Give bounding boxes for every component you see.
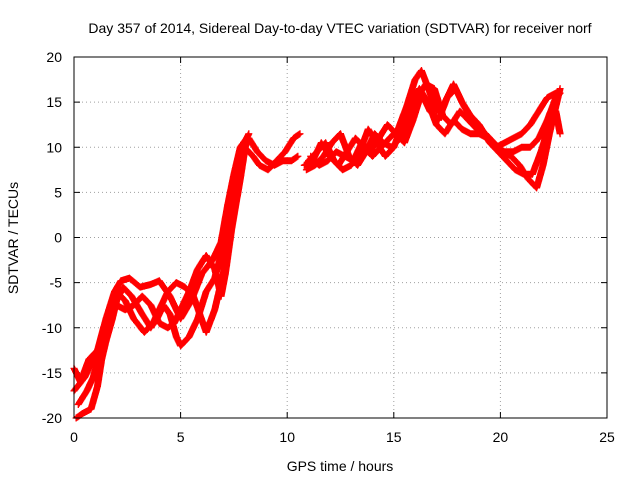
plot-frame (73, 56, 608, 419)
chart-title: Day 357 of 2014, Sidereal Day-to-day VTE… (88, 20, 591, 36)
x-tick-label: 10 (279, 429, 295, 445)
x-tick-label: 25 (599, 429, 615, 445)
series-track (307, 85, 564, 178)
data-point-markers (74, 148, 249, 408)
data-point-markers (307, 85, 564, 178)
axis-ticks (73, 56, 608, 419)
y-tick-label: 10 (46, 139, 62, 155)
y-tick-label: -15 (42, 365, 62, 381)
y-tick-label: 15 (46, 94, 62, 110)
y-axis-title: SDTVAR / TECUs (5, 182, 21, 294)
grid-lines (74, 57, 607, 418)
y-tick-label: -10 (42, 320, 62, 336)
x-axis-title: GPS time / hours (287, 458, 394, 474)
y-tick-label: -20 (42, 410, 62, 426)
y-tick-label: 20 (46, 49, 62, 65)
y-tick-labels: -20 -15 -10 -5 0 5 10 15 20 (42, 49, 62, 426)
y-tick-label: -5 (50, 275, 63, 291)
x-tick-labels: 0 5 10 15 20 25 (70, 429, 615, 445)
y-tick-label: 0 (54, 230, 62, 246)
x-tick-label: 5 (177, 429, 185, 445)
x-tick-label: 0 (70, 429, 78, 445)
series-track (74, 148, 249, 408)
data-points (70, 67, 564, 422)
series-track (245, 134, 302, 169)
y-tick-label: 5 (54, 184, 62, 200)
x-tick-label: 20 (493, 429, 509, 445)
x-tick-label: 15 (386, 429, 402, 445)
data-point-markers (245, 134, 302, 169)
